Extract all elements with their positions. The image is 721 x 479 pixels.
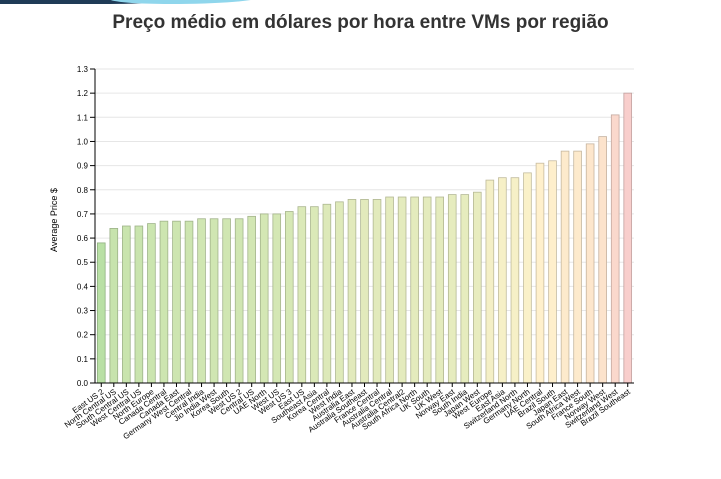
- y-tick-label: 1.1: [77, 113, 89, 122]
- y-tick-label: 1.2: [77, 89, 89, 98]
- bar: [535, 162, 545, 384]
- y-tick-label: 0.8: [77, 186, 89, 195]
- bar: [322, 203, 332, 384]
- bar: [197, 218, 206, 384]
- bar: [397, 196, 407, 384]
- bar: [285, 211, 294, 384]
- bar: [485, 179, 495, 384]
- bar: [422, 196, 432, 384]
- bar: [109, 228, 119, 384]
- decoration-shape-light: [110, 0, 260, 4]
- bar: [560, 150, 570, 384]
- y-tick-label: 0.3: [77, 307, 89, 316]
- y-tick-label: 0.5: [77, 258, 89, 267]
- y-tick-label: 0.7: [77, 210, 89, 219]
- bar: [623, 92, 633, 384]
- bar: [259, 213, 269, 384]
- bar: [247, 215, 256, 384]
- bar: [96, 242, 106, 384]
- bar: [272, 213, 282, 384]
- y-tick-label: 1.0: [77, 137, 89, 146]
- bar: [598, 136, 607, 384]
- y-tick-label: 0.6: [77, 234, 89, 243]
- bar: [159, 220, 169, 384]
- bar: [610, 114, 620, 384]
- y-tick-label: 0.4: [77, 282, 89, 291]
- bar: [360, 199, 369, 384]
- bars: [96, 92, 633, 384]
- header-decoration: [0, 0, 260, 6]
- bar: [134, 225, 144, 384]
- bar: [172, 220, 181, 384]
- bar: [297, 206, 307, 384]
- bar: [473, 191, 482, 384]
- bar: [184, 220, 194, 384]
- bar: [222, 218, 231, 384]
- bar: [347, 199, 357, 384]
- y-tick-label: 0.1: [77, 355, 89, 364]
- decoration-shape-dark: [0, 0, 200, 4]
- bar: [585, 143, 595, 384]
- bar: [209, 218, 219, 384]
- bar: [447, 194, 457, 384]
- bar: [548, 160, 557, 384]
- y-tick-label: 0.9: [77, 162, 89, 171]
- bar: [372, 199, 382, 384]
- bar: [335, 201, 344, 384]
- chart-title: Preço médio em dólares por hora entre VM…: [112, 12, 609, 33]
- bar: [510, 177, 520, 384]
- bar: [310, 206, 319, 384]
- bar: [498, 177, 507, 384]
- bar: [573, 150, 582, 384]
- bar: [385, 196, 394, 384]
- bar: [410, 196, 419, 384]
- y-tick-label: 1.3: [77, 65, 89, 74]
- y-tick-label: 0.0: [77, 379, 89, 388]
- bar: [460, 194, 470, 384]
- bar: [122, 225, 131, 384]
- bar: [435, 196, 444, 384]
- y-tick-label: 0.2: [77, 331, 89, 340]
- y-axis: 0.0 0.1 0.2 0.3 0.4 0.5 0.6 0.7 0.8 0.9 1.0 1.1 1.2 1…: [77, 65, 96, 388]
- bar: [147, 223, 156, 384]
- bar: [523, 172, 532, 384]
- bar: [234, 218, 244, 384]
